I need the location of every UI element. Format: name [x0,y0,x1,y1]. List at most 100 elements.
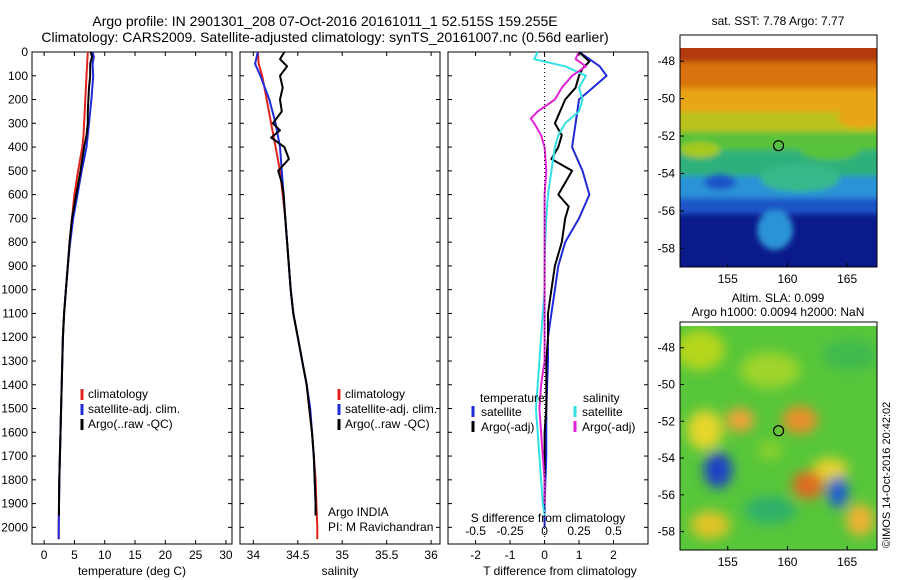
s-difference-tick-label: 0 [541,524,548,538]
salinity-profile-x-tick-label: 34.5 [286,548,310,562]
sla-map-lon-tick-label: 155 [718,555,738,569]
chart-title-line2: Climatology: CARS2009. Satellite-adjuste… [41,29,609,45]
sla-map-lat-tick-label: -50 [658,378,676,392]
salinity-profile-series-line-2 [270,51,317,516]
legend-t-argo-label: Argo(-adj) [481,420,534,434]
sst-map-lat-tick-label: -50 [658,92,676,106]
depth-tick-label: 1800 [1,473,28,487]
depth-tick-label: 1000 [1,283,28,297]
sla-map-image [680,326,877,550]
sla-map-title-line1: Altim. SLA: 0.099 [732,291,825,305]
sst-map-lat-tick-label: -58 [658,241,676,255]
sla-map-lat-tick-label: -48 [658,341,676,355]
sst-map-lon-tick-label: 155 [718,272,738,286]
temperature-profile-x-tick-label: 0 [41,548,48,562]
difference-profile-series-line-3 [529,51,587,504]
s-difference-tick-label: 0.25 [567,524,591,538]
s-difference-tick-label: -0.5 [465,524,486,538]
legend-s-argo-label: Argo(-adj) [582,420,635,434]
legend-s-satellite-label: satellite [582,405,623,419]
depth-tick-label: 1500 [1,402,28,416]
salinity-profile-legend-label-1: satellite-adj. clim. [345,402,437,416]
salinity-profile-series-line-0 [256,51,319,540]
temperature-profile-legend-label-2: Argo(..raw -QC) [88,417,173,431]
difference-profile-plot-frame [447,51,649,545]
depth-tick-label: 2000 [1,520,28,534]
argo-institution-label: Argo INDIA [328,505,389,519]
sst-map-lat-tick-label: -56 [658,204,676,218]
depth-tick-label: 1700 [1,449,28,463]
sla-map-lat-tick-label: -58 [658,525,676,539]
salinity-profile-x-tick-label: 35 [336,548,350,562]
s-difference-tick-label: 0.5 [605,524,622,538]
temperature-profile-series-line-0 [57,51,89,540]
sst-map-lat-tick-label: -52 [658,129,676,143]
depth-tick-label: 700 [8,211,28,225]
s-difference-tick-label: -0.25 [496,524,524,538]
sla-map-lon-tick-label: 165 [837,555,857,569]
chart-title-line1: Argo profile: IN 2901301_208 07-Oct-2016… [92,13,558,29]
temperature-profile-legend-label-1: satellite-adj. clim. [88,402,180,416]
depth-tick-label: 1100 [2,306,28,320]
imos-credit: ©IMOS 14-Oct-2016 20:42:02 [881,402,893,548]
temperature-profile-x-tick-label: 5 [71,548,78,562]
temperature-profile-x-tick-label: 15 [128,548,142,562]
sst-map-frame [679,34,878,268]
salinity-profile-legend-label-0: climatology [345,387,405,401]
difference-profile-x-tick-label: -1 [505,548,516,562]
depth-tick-label: 200 [8,93,28,107]
difference-profile-x-tick-label: 1 [576,548,583,562]
sst-map-argo-location-marker [772,140,785,152]
difference-profile-x-tick-label: -2 [470,548,481,562]
depth-tick-label: 800 [8,235,28,249]
legend-temperature-header: temperature [480,391,545,405]
depth-tick-label: 0 [21,45,28,59]
depth-tick-label: 1900 [1,497,28,511]
depth-tick-label: 500 [8,164,28,178]
temperature-profile-x-tick-label: 25 [189,548,203,562]
argo-pi-label: PI: M Ravichandran [328,520,433,534]
sst-map-title: sat. SST: 7.78 Argo: 7.77 [712,14,845,28]
salinity-profile-legend-label-2: Argo(..raw -QC) [345,417,430,431]
temperature-profile-x-tick-label: 10 [98,548,112,562]
temperature-profile-plot-frame [31,51,233,545]
depth-tick-label: 600 [8,188,28,202]
sla-map-lon-tick-label: 160 [777,555,797,569]
depth-tick-label: 400 [8,140,28,154]
salinity-profile-x-tick-label: 35.5 [375,548,399,562]
difference-profile-series-line-2 [533,51,587,516]
depth-tick-label: 1400 [1,378,28,392]
temperature-profile-x-tick-label: 20 [159,548,173,562]
salinity-profile-x-tick-label: 36 [424,548,438,562]
depth-tick-label: 1300 [1,354,28,368]
temperature-profile-legend-label-0: climatology [88,387,148,401]
salinity-profile-series-line-1 [254,51,317,516]
depth-tick-label: 900 [8,259,28,273]
depth-tick-label: 100 [8,69,28,83]
salinity-profile-x-axis-label: salinity [322,564,359,578]
temperature-profile-x-tick-label: 30 [219,548,233,562]
difference-profile-x-tick-label: 0 [541,548,548,562]
legend-t-satellite-label: satellite [481,405,522,419]
legend-salinity-header: salinity [583,391,620,405]
salinity-profile-plot-frame [239,51,441,545]
difference-profile-x-axis-label: T difference from climatology [483,564,637,578]
s-difference-axis-label: S difference from climatology [471,511,626,525]
depth-tick-label: 1200 [1,330,28,344]
sla-map-lat-tick-label: -56 [658,488,676,502]
sst-map-lon-tick-label: 165 [837,272,857,286]
depth-tick-label: 1600 [1,425,28,439]
sla-map-lat-tick-label: -54 [658,451,676,465]
sst-map-lat-tick-label: -48 [658,54,676,68]
sst-map-image [680,48,877,267]
sla-map-lat-tick-label: -52 [658,414,676,428]
sla-map-frame [679,321,878,551]
difference-profile-x-tick-label: 2 [610,548,617,562]
sst-map-lat-tick-label: -54 [658,166,676,180]
difference-profile-series-line-1 [543,51,591,504]
sla-map-argo-location-marker [772,425,785,437]
depth-tick-label: 300 [8,116,28,130]
temperature-profile-x-axis-label: temperature (deg C) [78,564,186,578]
sst-map-lon-tick-label: 160 [777,272,797,286]
